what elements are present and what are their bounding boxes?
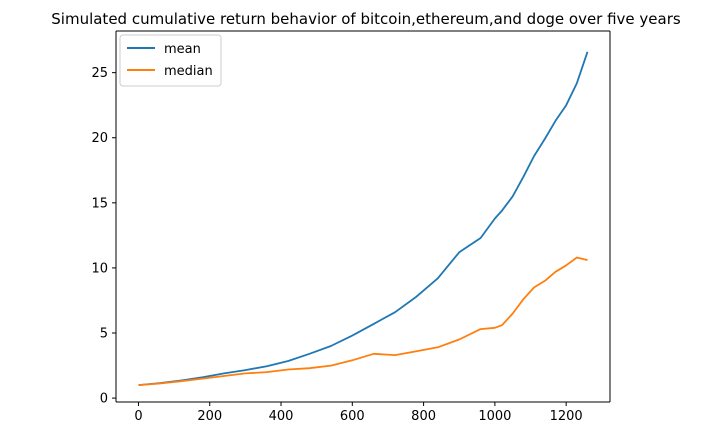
series-line-mean — [138, 51, 589, 386]
y-tick-label: 25 — [91, 66, 108, 81]
x-tick-label: 1000 — [478, 409, 511, 424]
x-tick-label: 200 — [197, 409, 222, 424]
x-tick-label: 1200 — [550, 409, 583, 424]
plot-area — [116, 31, 610, 402]
y-tick-label: 0 — [100, 392, 108, 407]
series-layer — [138, 51, 589, 386]
y-tick-label: 15 — [91, 196, 108, 211]
y-axis-ticks: 0 5 10 15 20 25 — [91, 66, 116, 407]
x-tick-label: 400 — [269, 409, 294, 424]
axes-layer — [115, 30, 611, 403]
x-tick-label: 800 — [411, 409, 436, 424]
x-axis-ticks: 0 200 400 600 800 1000 1200 — [134, 402, 583, 424]
legend-label-mean: mean — [164, 42, 201, 57]
chart-title: Simulated cumulative return behavior of … — [51, 10, 681, 28]
y-tick-label: 10 — [91, 261, 108, 276]
y-tick-label: 5 — [100, 327, 108, 342]
legend-label-median: median — [164, 64, 213, 79]
series-line-median — [138, 256, 588, 386]
legend: mean median — [119, 34, 222, 87]
y-tick-label: 20 — [91, 131, 108, 146]
x-tick-label: 600 — [340, 409, 365, 424]
x-tick-label: 0 — [134, 409, 142, 424]
